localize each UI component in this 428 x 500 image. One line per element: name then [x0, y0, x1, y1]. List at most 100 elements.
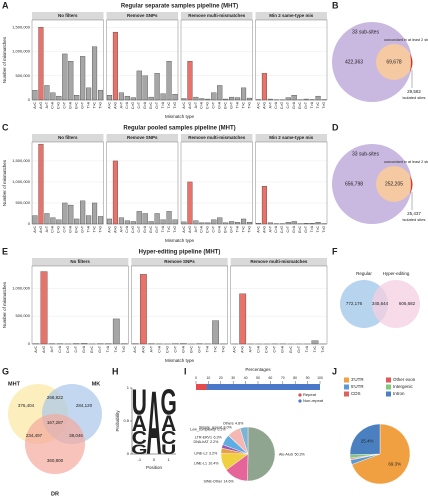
- panel-letter: E: [2, 246, 8, 256]
- y-tick-label: 1,000,000: [12, 179, 31, 184]
- x-tick-label: T>A: [310, 225, 314, 232]
- bar: [211, 219, 217, 225]
- x-tick-label: C>G: [265, 346, 269, 353]
- bar: [44, 213, 50, 225]
- bar: [235, 97, 241, 101]
- x-tick-label: A>G: [262, 102, 266, 109]
- legend-swatch: [298, 399, 302, 403]
- x-axis-label: Percentages: [245, 367, 271, 372]
- x-tick-label: 20: [219, 376, 223, 380]
- facet-title: No filters: [58, 13, 78, 18]
- y-tick-label: 500,000: [16, 73, 31, 78]
- x-tick-label: G>C: [75, 225, 79, 233]
- legend-label: Repeat: [303, 392, 317, 397]
- logo-letter: A: [132, 410, 147, 436]
- x-tick-label: 50: [256, 376, 260, 380]
- bar: [142, 213, 148, 225]
- x-tick-label: T>A: [86, 225, 90, 232]
- x-tick-label: T>G: [98, 102, 102, 109]
- logo-letter: U: [161, 442, 176, 457]
- x-tick-label: C>T: [63, 226, 67, 233]
- sliver-label: isolated sites: [402, 95, 425, 100]
- bar: [315, 222, 321, 225]
- bar: [56, 95, 62, 101]
- facet-title: Min 2 same-type mis: [269, 135, 314, 140]
- x-tick-label: T>G: [122, 346, 126, 353]
- y-tick-label: 500,000: [16, 313, 31, 318]
- x-tick-label: A>G: [241, 346, 245, 353]
- bar: [239, 293, 247, 345]
- bar: [112, 31, 118, 101]
- bar: [217, 217, 223, 225]
- x-tick-label: 30: [231, 376, 235, 380]
- region-count: 38,046: [69, 433, 83, 438]
- x-tick-label: A>C: [133, 345, 137, 352]
- facet-frame: [180, 19, 253, 101]
- inner-count: 252,205: [385, 181, 403, 187]
- x-tick-label: T>G: [322, 226, 326, 233]
- facet-title: Remove multi-mismatches: [188, 13, 246, 18]
- bar: [172, 219, 178, 225]
- slice-value: 6.3%: [213, 436, 222, 440]
- x-tick-label: G>A: [281, 345, 285, 353]
- x-tick-label: A>C: [107, 101, 111, 108]
- bar: [229, 221, 235, 225]
- panel-letter: I: [184, 366, 187, 376]
- x-tick-label: T>C: [167, 101, 171, 108]
- x-tick-label: G>T: [230, 102, 234, 109]
- region-count: 345,644: [372, 301, 389, 306]
- slice-label: LTR-ERV1 6.3%: [195, 436, 223, 440]
- x-tick-label: A>T: [194, 226, 198, 232]
- x-tick-label: G>C: [75, 101, 79, 109]
- x-tick-label: G>C: [224, 101, 228, 109]
- x-tick-label: A>G: [113, 226, 117, 233]
- region-count: 606,682: [399, 301, 416, 306]
- x-tick-label: A>T: [268, 102, 272, 108]
- legend-label: CDS: [351, 391, 361, 396]
- bar: [136, 70, 142, 101]
- bar: [166, 61, 172, 101]
- x-tick-label: C>A: [200, 225, 204, 232]
- x-tick-label: G>T: [81, 102, 85, 109]
- panel-letter: F: [332, 246, 338, 256]
- pie-slice: [239, 426, 249, 455]
- bar: [68, 61, 74, 101]
- x-tick-label: T>G: [247, 226, 251, 233]
- slice-name: Low_complexity: [190, 428, 216, 432]
- facet-frame: [31, 265, 129, 345]
- x-tick-label: G>A: [292, 101, 296, 109]
- bar: [291, 221, 297, 225]
- slice-name: LTR-ERV1: [195, 436, 212, 440]
- bar: [112, 318, 120, 345]
- facet-strip: [230, 258, 327, 266]
- x-tick-label: A>C: [182, 101, 186, 108]
- x-tick-label: 90: [306, 376, 310, 380]
- x-tick-label: C>G: [131, 226, 135, 233]
- slice-name: LINE-L1: [194, 461, 207, 465]
- panel-letter: C: [2, 122, 9, 132]
- legend-label: 5'UTR: [351, 384, 364, 389]
- facet-frame: [31, 141, 104, 225]
- logo-letter: A: [146, 373, 161, 474]
- x-axis-label: Mismatch type: [165, 358, 195, 363]
- x-tick-label: A>T: [119, 226, 123, 232]
- x-tick-label: T>C: [241, 225, 245, 232]
- x-tick-label: C>A: [157, 345, 161, 352]
- x-tick-label: T>C: [214, 345, 218, 352]
- x-tick-label: G>A: [143, 225, 147, 233]
- x-tick-label: C>G: [206, 102, 210, 109]
- bar: [181, 221, 187, 225]
- y-tick-label: 1,500,000: [12, 158, 31, 163]
- x-tick-label: C>A: [58, 345, 62, 352]
- sliver-label: isolated sites: [402, 217, 425, 222]
- bar: [172, 94, 178, 101]
- facet-title: Remove multi-mismatches: [188, 135, 246, 140]
- x-tick-label: T>A: [305, 345, 309, 352]
- x-tick-label: C>T: [173, 346, 177, 353]
- x-tick-label: G>C: [149, 225, 153, 233]
- x-tick-label: G>A: [69, 101, 73, 109]
- x-tick-label: T>A: [106, 345, 110, 352]
- facet-frame: [255, 19, 328, 101]
